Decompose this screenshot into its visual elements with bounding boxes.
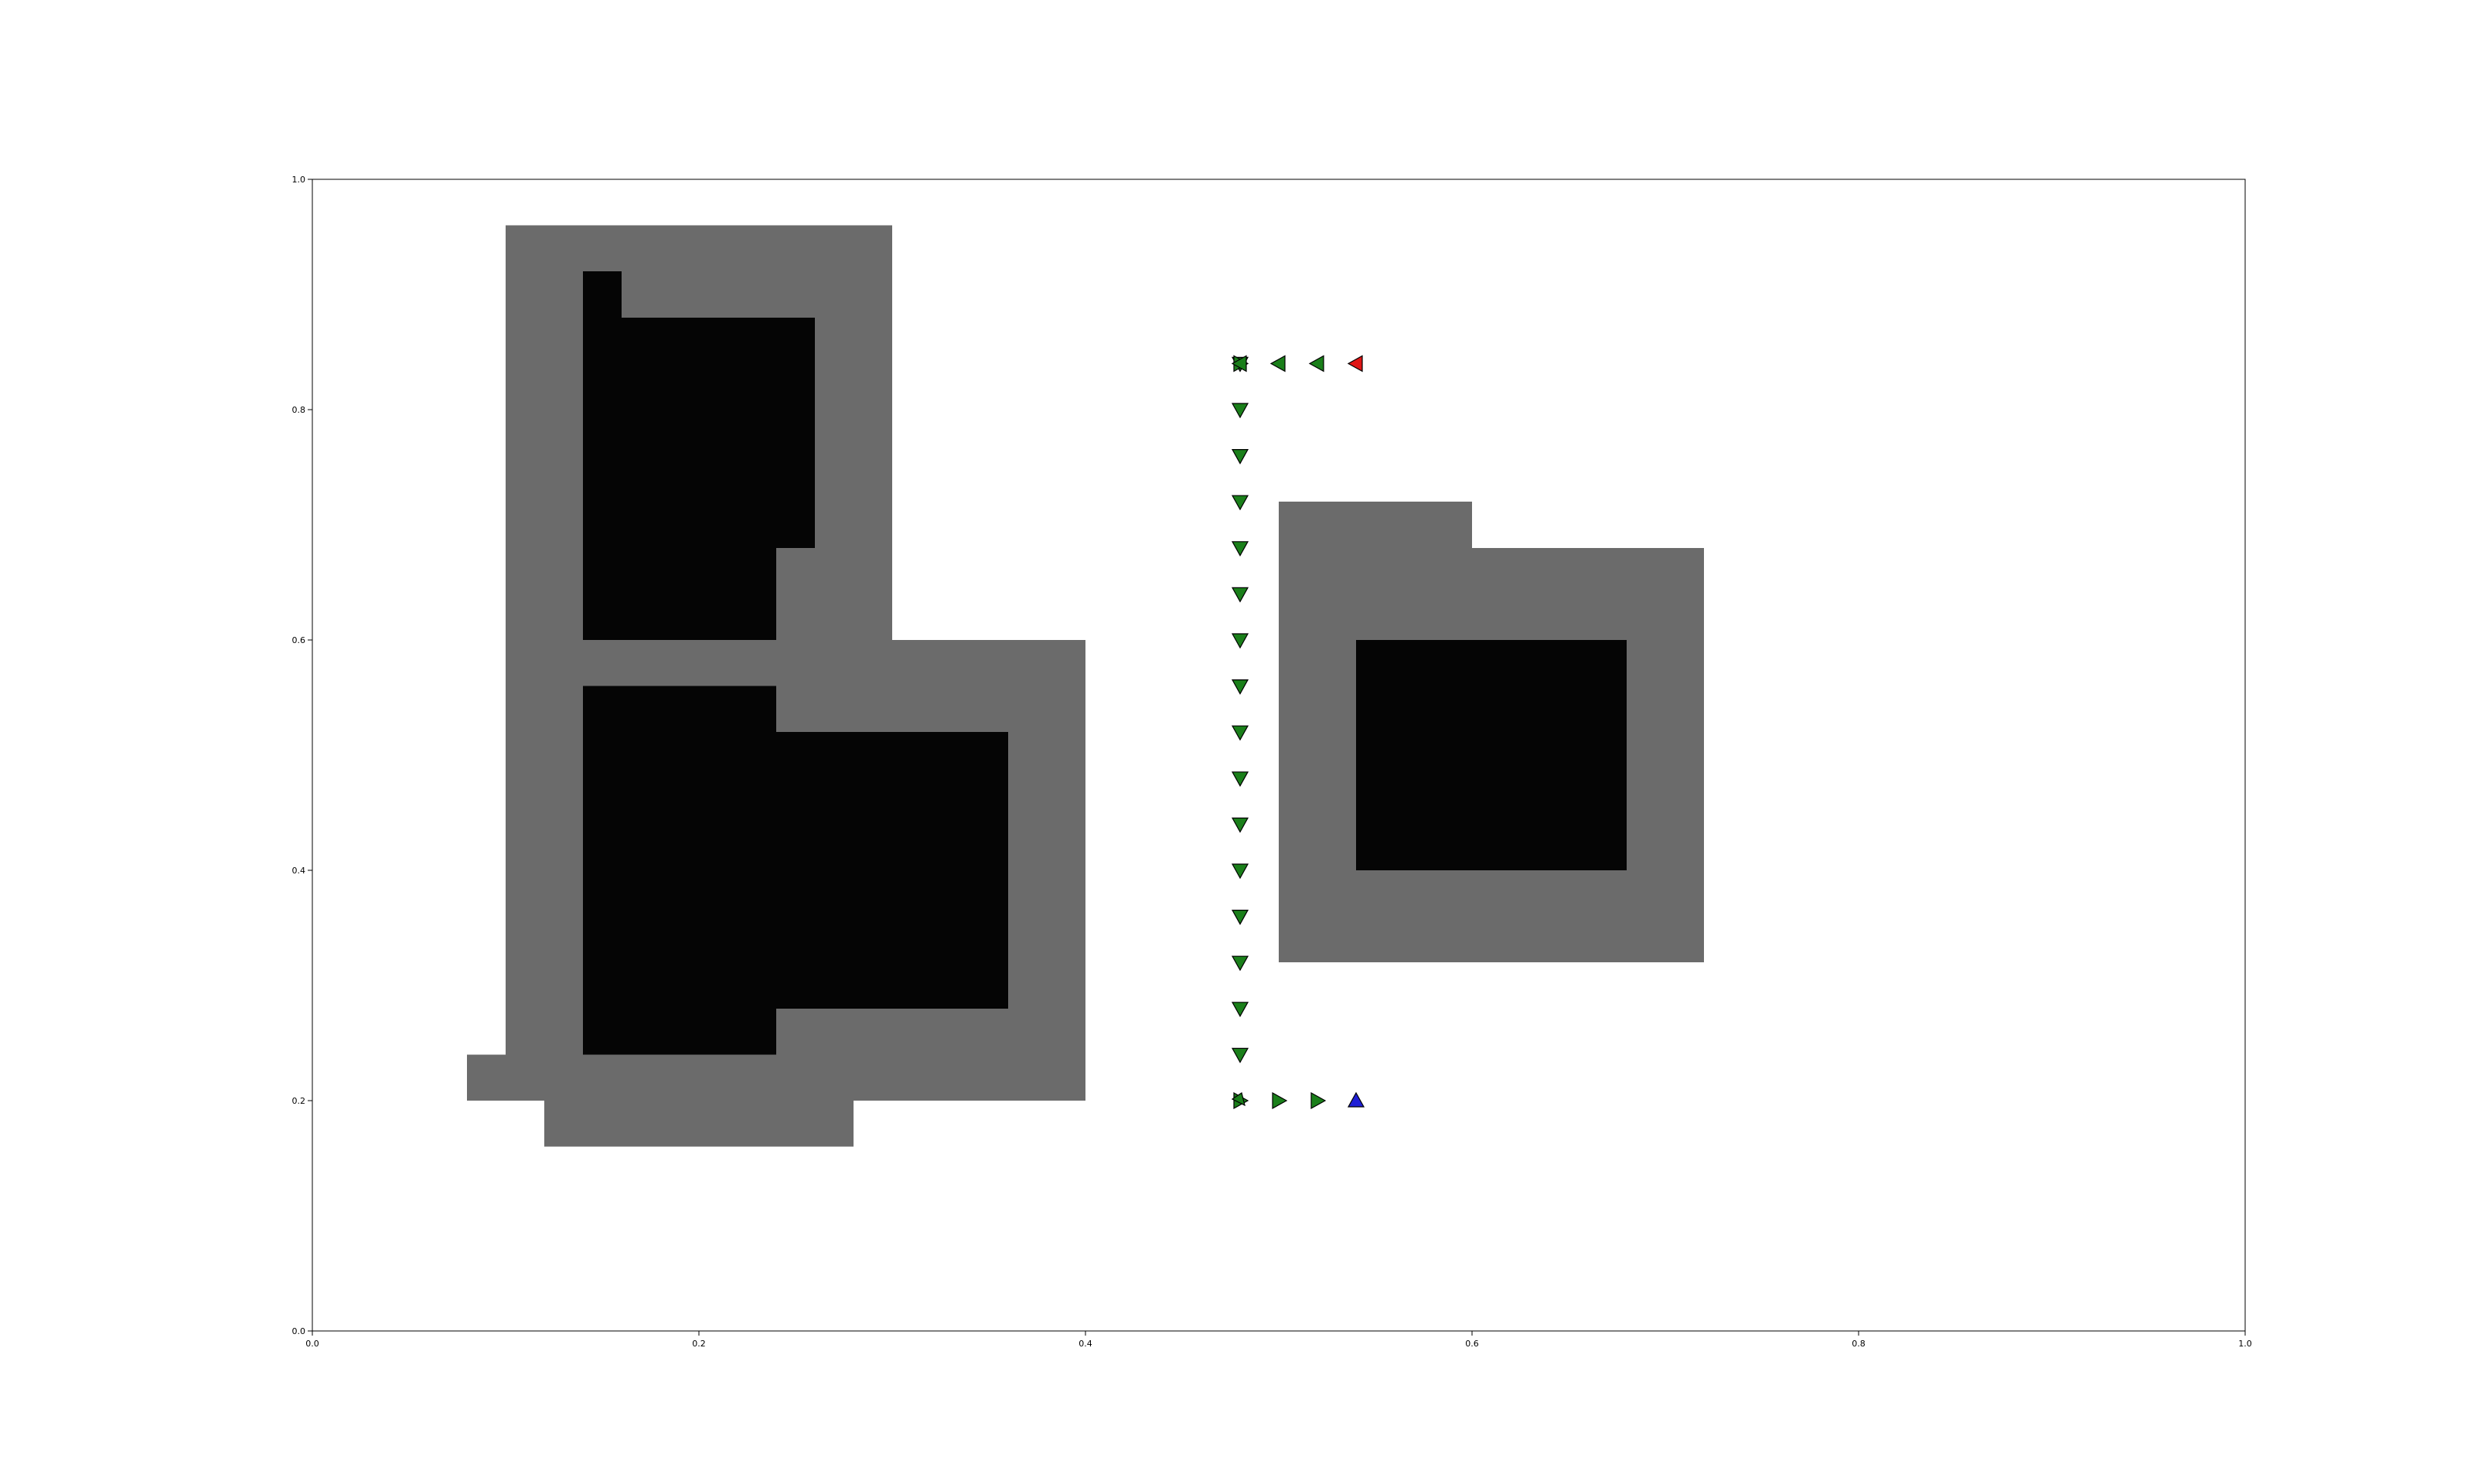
path-marker bbox=[1269, 355, 1286, 373]
x-tick-label: 1.0 bbox=[2238, 1339, 2252, 1349]
y-tick-label: 1.0 bbox=[292, 175, 306, 185]
path-marker bbox=[1272, 1091, 1288, 1110]
plot-frame bbox=[312, 179, 2246, 1332]
x-tick-label: 0.4 bbox=[1079, 1339, 1092, 1349]
obstacle-cell bbox=[776, 962, 1008, 1009]
y-tick-label: 0.0 bbox=[292, 1326, 306, 1336]
inflated-obstacle-cell bbox=[544, 1101, 854, 1147]
x-axis-ticks: 0.0 0.2 0.4 0.6 0.8 1.0 bbox=[305, 1331, 2252, 1349]
path-marker bbox=[1231, 863, 1249, 880]
path-marker bbox=[1231, 633, 1249, 649]
path-marker bbox=[1231, 909, 1249, 925]
path-marker bbox=[1231, 448, 1249, 465]
x-tick-label: 0.0 bbox=[305, 1339, 319, 1349]
y-tick-label: 0.4 bbox=[292, 866, 306, 876]
path-marker bbox=[1231, 355, 1247, 373]
path-marker bbox=[1231, 403, 1249, 419]
obstacle-cell bbox=[583, 547, 776, 640]
path-marker bbox=[1231, 725, 1249, 741]
path-marker bbox=[1231, 541, 1249, 557]
path-marker bbox=[1308, 355, 1324, 373]
start-marker bbox=[1347, 1091, 1365, 1108]
path-marker-layer bbox=[1231, 355, 1365, 1110]
path-marker bbox=[1310, 1091, 1327, 1110]
obstacle-cell bbox=[583, 317, 815, 548]
path-marker bbox=[1231, 1002, 1249, 1018]
path-marker bbox=[1231, 495, 1249, 511]
y-tick-label: 0.6 bbox=[292, 635, 306, 645]
obstacle-cell bbox=[1356, 640, 1627, 870]
y-tick-label: 0.2 bbox=[292, 1096, 306, 1106]
obstacle-layer bbox=[583, 271, 1627, 1055]
path-marker bbox=[1231, 679, 1249, 695]
y-tick-label: 0.8 bbox=[292, 405, 306, 415]
inflated-obstacle-cell bbox=[467, 1054, 892, 1101]
path-marker bbox=[1231, 817, 1249, 833]
path-marker bbox=[1231, 771, 1249, 788]
obstacle-cell bbox=[583, 271, 622, 318]
goal-marker bbox=[1347, 355, 1363, 373]
y-axis-ticks: 0.0 0.2 0.4 0.6 0.8 1.0 bbox=[292, 175, 312, 1336]
obstacle-cell bbox=[583, 686, 776, 1055]
x-tick-label: 0.8 bbox=[1852, 1339, 1866, 1349]
path-marker bbox=[1231, 955, 1249, 972]
path-marker bbox=[1231, 587, 1249, 603]
path-marker bbox=[1231, 1092, 1246, 1107]
x-tick-label: 0.2 bbox=[692, 1339, 706, 1349]
obstacle-cell bbox=[776, 732, 1008, 963]
x-tick-label: 0.6 bbox=[1465, 1339, 1479, 1349]
path-marker bbox=[1231, 1047, 1249, 1064]
